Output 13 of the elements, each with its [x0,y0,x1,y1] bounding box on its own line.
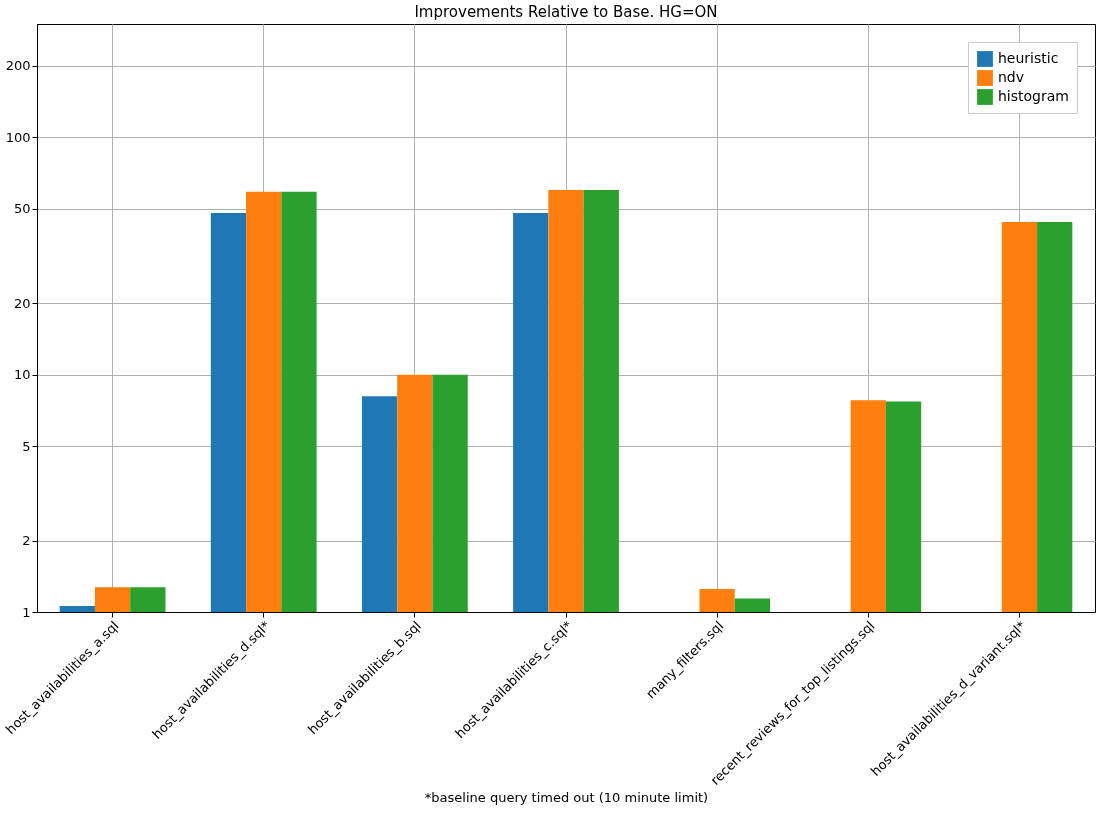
y-tick-label: 5 [22,438,31,454]
chart-title: Improvements Relative to Base. HG=ON [414,3,718,21]
y-tick-label: 10 [13,367,31,383]
y-tick-label: 100 [5,129,31,145]
y-tick-label: 2 [22,533,31,549]
legend-label: heuristic [998,50,1059,66]
x-axis-title: *baseline query timed out (10 minute limit) [424,789,709,805]
y-tick-label: 20 [13,295,31,311]
y-tick-label: 1 [22,604,31,620]
y-tick-label: 200 [5,58,31,74]
y-tick-label: 50 [13,201,31,217]
legend-label: ndv [998,69,1025,85]
legend-label: histogram [998,88,1069,104]
